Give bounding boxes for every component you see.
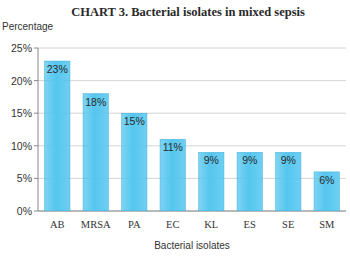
chart-title: CHART 3. Bacterial isolates in mixed sep…: [71, 5, 305, 19]
chart-container: CHART 3. Bacterial isolates in mixed sep…: [0, 0, 350, 257]
x-tick-label: ES: [244, 219, 256, 230]
x-tick-label: MRSA: [81, 219, 111, 230]
data-label: 15%: [124, 115, 145, 127]
bar: [314, 172, 339, 211]
grid-line: [38, 48, 346, 49]
y-tick: [34, 178, 38, 179]
y-tick: [34, 80, 38, 81]
x-axis-label: Bacterial isolates: [154, 240, 230, 251]
bars: [45, 61, 340, 211]
y-axis-label: Percentage: [2, 21, 54, 32]
bar: [276, 152, 301, 211]
x-tick-label: AB: [50, 219, 65, 230]
bar: [160, 139, 185, 211]
y-tick: [34, 48, 38, 49]
y-tick-label: 5%: [17, 172, 32, 184]
data-label: 11%: [163, 141, 183, 153]
y-tick: [34, 113, 38, 114]
y-tick: [34, 211, 38, 212]
grid-line: [38, 80, 346, 81]
bar: [122, 113, 147, 211]
y-tick-label: 15%: [11, 107, 32, 119]
y-tick: [34, 145, 38, 146]
bar: [45, 61, 70, 211]
grid: [34, 48, 346, 211]
bar: [237, 152, 262, 211]
x-tick-label: SM: [319, 219, 335, 230]
data-label: 9%: [281, 154, 296, 166]
data-label: 23%: [47, 63, 68, 75]
data-label: 18%: [85, 96, 106, 108]
x-tick-label: EC: [166, 219, 179, 230]
bar: [83, 94, 108, 211]
data-label: 6%: [319, 174, 334, 186]
y-tick-label: 0%: [17, 205, 32, 217]
x-tick-label: PA: [128, 219, 141, 230]
x-tick-label: SE: [282, 219, 294, 230]
y-tick-label: 20%: [11, 75, 32, 87]
y-tick-label: 10%: [11, 140, 32, 152]
bar: [199, 152, 224, 211]
data-label: 9%: [242, 154, 257, 166]
y-axis-line: [38, 48, 39, 211]
data-labels: 23% 18% 15% 11% 9% 9% 9% 6%: [47, 63, 335, 186]
data-label: 9%: [204, 154, 219, 166]
y-tick-label: 25%: [11, 42, 32, 54]
x-tick-label: KL: [204, 219, 218, 230]
chart-svg: CHART 3. Bacterial isolates in mixed sep…: [0, 0, 350, 257]
